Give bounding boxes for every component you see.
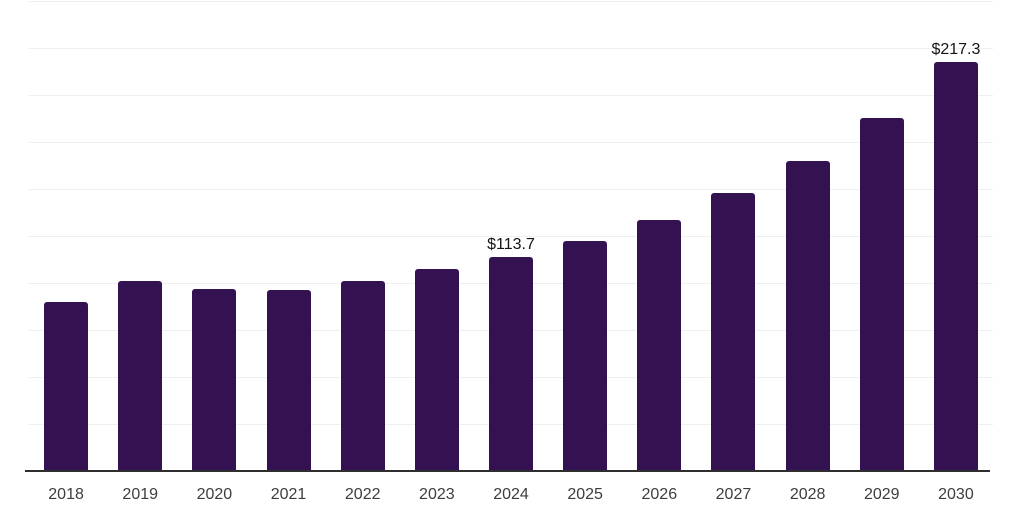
x-tick-label-2023: 2023: [419, 486, 455, 503]
value-label-2024: $113.7: [487, 236, 535, 254]
x-tick-label-2025: 2025: [567, 486, 603, 503]
x-tick-label-2022: 2022: [344, 486, 381, 503]
x-tick-label-2030: 2030: [938, 486, 974, 503]
bar-2018: [44, 301, 89, 471]
x-tick-label-2024: 2024: [493, 486, 529, 503]
bar-2020: [192, 289, 237, 471]
bar-2024: [489, 257, 533, 471]
bar-2027: [711, 193, 756, 471]
bar-2022: [340, 280, 385, 471]
bar-2029: [859, 117, 904, 471]
x-tick-label-2021: 2021: [270, 486, 307, 503]
x-tick-label-2018: 2018: [48, 486, 84, 503]
bar-2030: [933, 62, 978, 471]
bar-2019: [118, 280, 163, 471]
x-tick-label-2026: 2026: [641, 486, 678, 503]
x-tick-label-2019: 2019: [122, 486, 159, 503]
bar-2028: [785, 160, 830, 471]
gridline-200: [29, 95, 993, 96]
x-tick-label-2029: 2029: [863, 486, 900, 503]
gridline-150: [29, 189, 993, 190]
bar-2021: [266, 289, 311, 471]
gridline-125: [29, 236, 993, 237]
bar-2026: [637, 220, 682, 471]
x-axis-line: [25, 470, 990, 472]
bar-2025: [563, 240, 608, 471]
x-tick-label-2020: 2020: [196, 486, 233, 503]
x-tick-label-2028: 2028: [789, 486, 826, 503]
bar-2023: [414, 269, 459, 471]
gridline-175: [29, 142, 993, 143]
x-tick-label-2027: 2027: [715, 486, 752, 503]
gridline-225: [29, 48, 993, 49]
value-label-2030: $217.3: [931, 41, 981, 59]
gridline-250: [29, 1, 993, 2]
